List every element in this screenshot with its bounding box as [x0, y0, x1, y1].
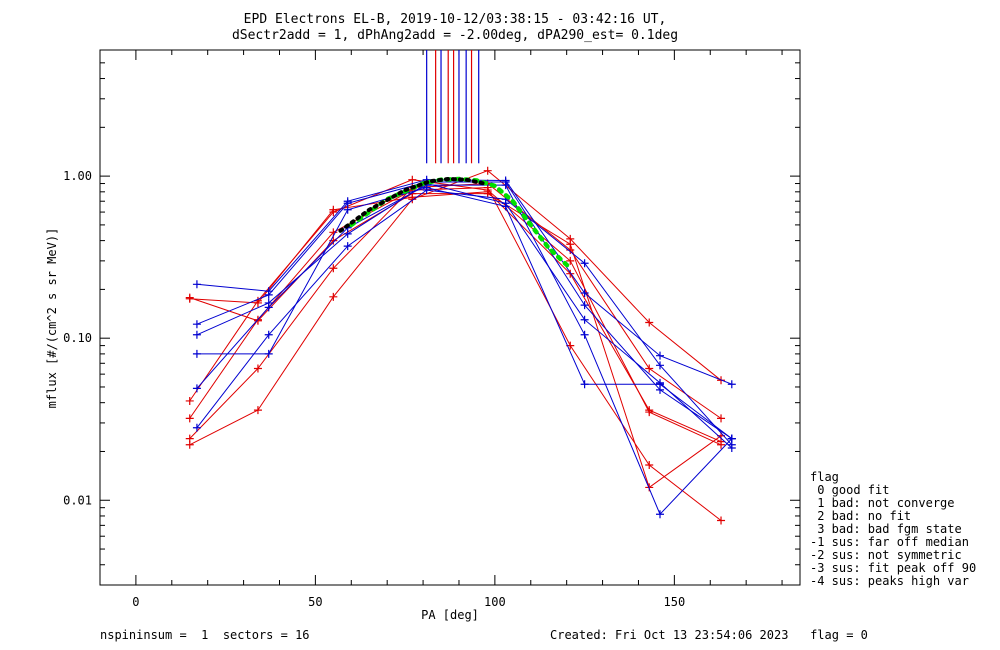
x-tick-label: 50 — [308, 595, 322, 609]
data-point — [566, 256, 575, 265]
x-tick-label: 0 — [132, 595, 139, 609]
x-axis-label: PA [deg] — [421, 608, 479, 622]
data-point — [656, 380, 664, 389]
data-point — [343, 242, 352, 251]
fit-curves — [338, 176, 573, 271]
series-10 — [192, 181, 736, 519]
footer-right: Created: Fri Oct 13 23:54:06 2023 flag =… — [550, 628, 868, 642]
data-point — [192, 349, 201, 358]
data-point — [645, 318, 654, 327]
data-point — [483, 189, 492, 198]
data-point — [580, 259, 589, 268]
series-line — [189, 179, 722, 446]
data-point — [656, 351, 664, 360]
series-11 — [192, 183, 736, 443]
data-point — [329, 264, 338, 273]
series-line — [196, 182, 733, 449]
legend-item: -2 sus: not symmetric — [810, 548, 962, 562]
data-point — [264, 330, 273, 339]
peak-marker-lines — [426, 50, 480, 164]
series-line — [189, 191, 722, 443]
data-point — [192, 423, 201, 432]
legend-item: -3 sus: fit peak off 90 — [810, 561, 976, 575]
legend-item: 2 bad: no fit — [810, 509, 911, 523]
data-point — [408, 189, 417, 198]
x-tick-label: 150 — [664, 595, 686, 609]
chart-title-line-1: EPD Electrons EL-B, 2019-10-12/03:38:15 … — [244, 12, 667, 27]
data-point — [329, 208, 338, 217]
data-point — [501, 181, 510, 190]
data-point — [656, 361, 664, 370]
series-line — [196, 187, 733, 439]
axis-ticks: 0 50 100 150 0.01 0.10 1.00 — [63, 49, 800, 609]
data-point — [645, 461, 654, 470]
data-point — [645, 408, 654, 417]
data-point — [717, 516, 726, 525]
data-point — [264, 349, 273, 358]
data-point — [185, 293, 194, 302]
data-point — [501, 202, 510, 211]
series-8 — [192, 177, 736, 443]
data-point — [185, 434, 194, 443]
legend-item: 3 bad: bad fgm state — [810, 522, 962, 536]
series-line — [189, 182, 722, 439]
data-point — [253, 316, 262, 325]
chart-title-line-2: dSectr2add = 1, dPhAng2add = -2.00deg, d… — [232, 28, 678, 43]
data-point — [566, 240, 575, 249]
series-line — [196, 189, 733, 446]
data-point — [727, 440, 736, 449]
data-point — [483, 166, 492, 175]
data-point — [580, 289, 589, 298]
data-point — [253, 406, 262, 415]
fit-curve-black — [338, 176, 487, 233]
y-tick-label: 1.00 — [63, 169, 92, 183]
series-line — [196, 184, 733, 516]
data-point — [408, 175, 417, 184]
data-point — [717, 414, 726, 423]
x-tick-label: 100 — [484, 595, 506, 609]
data-point — [656, 510, 664, 519]
flag-legend: flag 0 good fit 1 bad: not converge 2 ba… — [810, 470, 976, 588]
data-point — [253, 364, 262, 373]
data-point — [580, 380, 589, 389]
data-point — [192, 330, 201, 339]
data-point — [192, 384, 201, 393]
data-point — [717, 440, 726, 449]
data-point — [192, 320, 201, 329]
series-line — [196, 181, 733, 440]
data-point — [580, 301, 589, 310]
data-point — [422, 186, 431, 195]
data-point — [645, 364, 654, 373]
y-axis-label: mflux [#/(cm^2 s sr MeV)] — [45, 228, 59, 409]
legend-item: -4 sus: peaks high var — [810, 574, 969, 588]
data-point — [580, 315, 589, 324]
y-tick-label: 0.01 — [63, 493, 92, 507]
legend-title: flag — [810, 470, 839, 484]
plot-frame — [99, 49, 801, 586]
legend-item: 0 good fit — [810, 483, 889, 497]
legend-item: 1 bad: not converge — [810, 496, 955, 510]
footer-left: nspininsum = 1 sectors = 16 — [100, 628, 310, 642]
data-point — [329, 292, 338, 301]
data-point — [185, 414, 194, 423]
legend-item: -1 sus: far off median — [810, 535, 969, 549]
data-point — [264, 303, 273, 312]
series-9 — [192, 179, 736, 453]
data-point — [343, 205, 352, 214]
data-point — [580, 330, 589, 339]
series-6 — [185, 189, 726, 492]
data-point — [264, 290, 273, 299]
series-12 — [192, 186, 736, 449]
data-point — [192, 280, 201, 289]
data-point — [185, 396, 194, 405]
data-point — [727, 380, 736, 389]
y-tick-label: 0.10 — [63, 331, 92, 345]
data-point — [566, 269, 575, 278]
data-series — [185, 166, 736, 525]
series-5 — [185, 175, 726, 449]
